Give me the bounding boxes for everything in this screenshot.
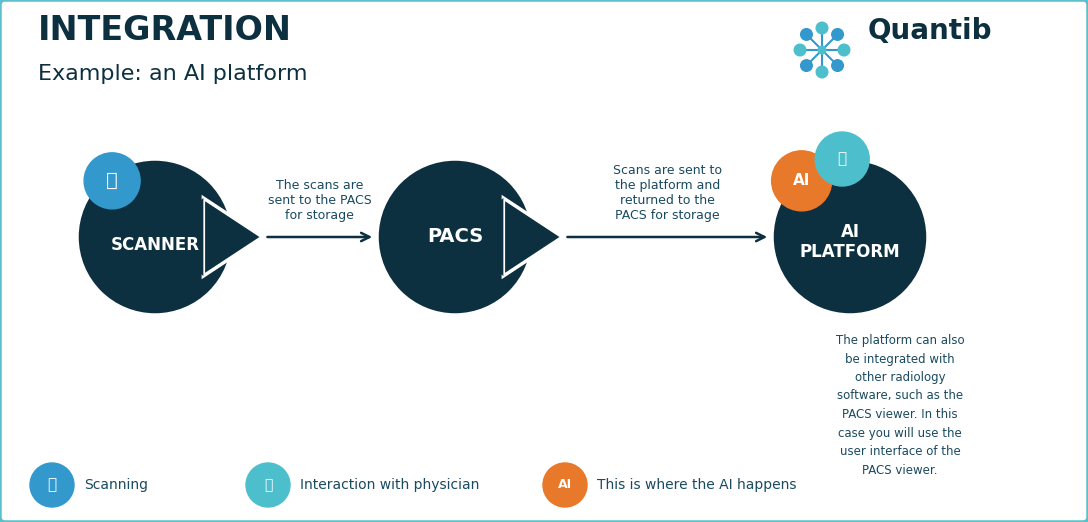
Circle shape bbox=[771, 151, 831, 211]
Circle shape bbox=[831, 60, 843, 72]
Circle shape bbox=[84, 153, 140, 209]
Circle shape bbox=[838, 44, 850, 56]
Text: AI: AI bbox=[793, 173, 811, 188]
Circle shape bbox=[794, 44, 806, 56]
Text: Example: an AI platform: Example: an AI platform bbox=[38, 64, 308, 84]
Circle shape bbox=[543, 463, 588, 507]
Circle shape bbox=[246, 463, 290, 507]
Text: ⍓: ⍓ bbox=[263, 478, 272, 492]
Text: ⍓: ⍓ bbox=[838, 151, 846, 167]
Circle shape bbox=[818, 46, 826, 54]
Text: INTEGRATION: INTEGRATION bbox=[38, 14, 292, 47]
Text: SCANNER: SCANNER bbox=[111, 236, 199, 254]
Text: Interaction with physician: Interaction with physician bbox=[300, 478, 480, 492]
Polygon shape bbox=[504, 198, 562, 276]
Circle shape bbox=[816, 66, 828, 78]
Circle shape bbox=[30, 463, 74, 507]
Circle shape bbox=[816, 22, 828, 34]
Text: AI: AI bbox=[558, 479, 572, 492]
Circle shape bbox=[831, 29, 843, 40]
Circle shape bbox=[77, 159, 233, 315]
Polygon shape bbox=[154, 198, 203, 276]
Polygon shape bbox=[455, 198, 504, 276]
Text: Scans are sent to
the platform and
returned to the
PACS for storage: Scans are sent to the platform and retur… bbox=[613, 164, 721, 222]
FancyArrowPatch shape bbox=[268, 233, 370, 241]
Circle shape bbox=[801, 60, 813, 72]
Circle shape bbox=[378, 159, 533, 315]
Text: Quantib: Quantib bbox=[868, 17, 992, 45]
Polygon shape bbox=[203, 198, 262, 276]
Text: The scans are
sent to the PACS
for storage: The scans are sent to the PACS for stora… bbox=[268, 179, 372, 222]
Circle shape bbox=[772, 159, 928, 315]
Text: ⍓: ⍓ bbox=[48, 478, 57, 492]
Text: Scanning: Scanning bbox=[84, 478, 148, 492]
Circle shape bbox=[801, 29, 813, 40]
Text: PACS: PACS bbox=[426, 228, 483, 246]
FancyArrowPatch shape bbox=[568, 233, 765, 241]
Text: This is where the AI happens: This is where the AI happens bbox=[597, 478, 796, 492]
Circle shape bbox=[815, 132, 869, 186]
Text: The platform can also
be integrated with
other radiology
software, such as the
P: The platform can also be integrated with… bbox=[836, 334, 964, 477]
Text: AI
PLATFORM: AI PLATFORM bbox=[800, 222, 900, 262]
Text: ⍓: ⍓ bbox=[107, 171, 118, 191]
